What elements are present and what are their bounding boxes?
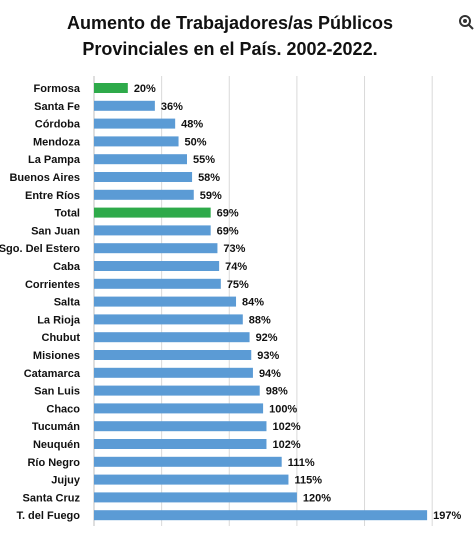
bar: [94, 118, 176, 129]
bar: [94, 154, 187, 165]
data-label: 84%: [242, 297, 264, 309]
category-label: Córdoba: [35, 119, 81, 131]
bar: [94, 403, 264, 414]
category-label: San Juan: [31, 225, 80, 237]
data-label: 58%: [198, 172, 220, 184]
data-label: 92%: [256, 332, 278, 344]
data-label: 197%: [433, 510, 461, 522]
data-label: 88%: [249, 314, 271, 326]
bar: [94, 456, 282, 467]
data-label: 73%: [223, 243, 245, 255]
bar: [94, 439, 267, 449]
data-label: 36%: [161, 101, 183, 113]
bar-highlight: [94, 83, 128, 93]
category-label: Santa Cruz: [23, 492, 81, 504]
category-label: Formosa: [34, 83, 81, 95]
data-label: 102%: [272, 421, 300, 433]
category-label: Salta: [54, 297, 81, 309]
data-label: 102%: [272, 439, 300, 451]
category-label: Corrientes: [25, 279, 80, 291]
category-label: Caba: [53, 261, 81, 273]
category-label: Buenos Aires: [9, 172, 80, 184]
magnifier-icon: [459, 15, 474, 30]
bar: [94, 332, 250, 343]
data-label: 74%: [225, 261, 247, 273]
category-label: Santa Fe: [34, 101, 80, 113]
category-label: Entre Ríos: [25, 190, 80, 202]
bar: [94, 189, 194, 200]
bar: [94, 367, 253, 378]
data-label: 69%: [217, 225, 239, 237]
category-label: Río Negro: [27, 457, 80, 469]
data-label: 111%: [288, 457, 315, 469]
bar-highlight: [94, 207, 211, 218]
data-label: 98%: [266, 386, 288, 398]
chart-title-line-1: Aumento de Trabajadores/as Públicos: [66, 13, 394, 33]
data-label: 48%: [181, 119, 203, 131]
data-label: 100%: [269, 403, 297, 415]
bar: [94, 172, 193, 182]
data-label: 120%: [303, 492, 331, 504]
category-label: Misiones: [33, 350, 80, 362]
category-label: La Pampa: [28, 154, 81, 166]
bar: [94, 296, 237, 307]
category-label: San Luis: [34, 386, 80, 398]
data-label: 69%: [217, 208, 239, 220]
category-label: Mendoza: [33, 136, 81, 148]
category-label: Sgo. Del Estero: [0, 243, 80, 255]
bar: [94, 225, 211, 236]
bar: [94, 261, 220, 271]
category-label: Total: [55, 208, 80, 220]
chart-title: Aumento de Trabajadores/as Públicos Prov…: [40, 10, 420, 62]
data-label: 115%: [294, 475, 322, 487]
data-label: 50%: [185, 136, 207, 148]
bar: [94, 510, 428, 521]
category-label: Catamarca: [24, 368, 81, 380]
data-label: 20%: [134, 83, 156, 95]
bar: [94, 492, 297, 503]
category-label: Tucumán: [32, 421, 80, 433]
category-label: La Rioja: [37, 314, 81, 326]
bar: [94, 474, 289, 485]
bar: [94, 243, 218, 254]
bar: [94, 421, 267, 432]
category-label: Jujuy: [51, 475, 81, 487]
data-label: 93%: [257, 350, 279, 362]
bar: [94, 136, 179, 147]
data-label: 55%: [193, 154, 215, 166]
category-label: Chubut: [42, 332, 81, 344]
category-label: T. del Fuego: [16, 510, 80, 522]
category-label: Neuquén: [33, 439, 80, 451]
bar: [94, 314, 243, 325]
bar: [94, 278, 221, 289]
category-label: Chaco: [46, 403, 80, 415]
data-label: 94%: [259, 368, 281, 380]
chart-title-line-2: Provinciales en el País. 2002-2022.: [82, 39, 378, 59]
bar: [94, 100, 155, 111]
bar: [94, 385, 260, 396]
data-label: 75%: [227, 279, 249, 291]
data-label: 59%: [200, 190, 222, 202]
bar: [94, 350, 252, 360]
